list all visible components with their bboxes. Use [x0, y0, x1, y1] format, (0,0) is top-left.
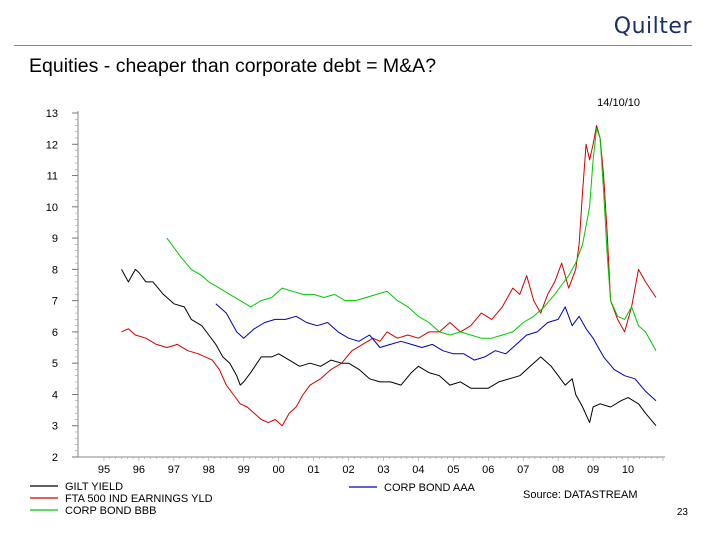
legend-label: CORP BOND BBB — [65, 505, 157, 517]
chart-date-label: 14/10/10 — [597, 97, 640, 109]
slide-title: Equities - cheaper than corporate debt =… — [29, 55, 437, 77]
x-tick-label: 05 — [447, 464, 459, 476]
x-tick-label: 02 — [342, 464, 354, 476]
series-line-corp-bond-bbb — [166, 128, 657, 351]
y-tick-label: 9 — [52, 233, 58, 245]
x-tick-label: 06 — [482, 464, 494, 476]
x-tick-label: 96 — [133, 464, 145, 476]
series-line-corp-bond-aaa — [215, 303, 657, 402]
y-tick-label: 12 — [46, 139, 58, 151]
y-tick-label: 5 — [52, 358, 58, 370]
header-divider — [14, 45, 692, 46]
x-tick-label: 07 — [517, 464, 529, 476]
legend-label: CORP BOND AAA — [384, 482, 476, 494]
x-tick-label: 97 — [168, 464, 180, 476]
y-tick-label: 6 — [52, 327, 58, 339]
x-tick-label: 99 — [238, 464, 250, 476]
quilter-logo: Quilter — [613, 14, 692, 39]
x-tick-label: 08 — [552, 464, 564, 476]
y-tick-label: 13 — [46, 108, 58, 120]
y-tick-label: 7 — [52, 296, 58, 308]
x-tick-label: 98 — [203, 464, 215, 476]
x-tick-label: 09 — [587, 464, 599, 476]
y-tick-label: 3 — [52, 421, 58, 433]
page-number: 23 — [676, 507, 688, 518]
x-tick-label: 00 — [273, 464, 285, 476]
series-line-fta-500-ind-earnings-yld — [121, 125, 657, 427]
y-tick-label: 10 — [46, 202, 58, 214]
series-line-gilt-yield — [121, 268, 657, 427]
source-note: Source: DATASTREAM — [523, 489, 638, 501]
x-tick-label: 10 — [622, 464, 634, 476]
y-tick-label: 8 — [52, 264, 58, 276]
x-tick-label: 01 — [307, 464, 319, 476]
x-tick-label: 95 — [98, 464, 110, 476]
legend-label: FTA 500 IND EARNINGS YLD — [65, 493, 213, 505]
x-tick-label: 03 — [377, 464, 389, 476]
x-tick-label: 04 — [412, 464, 424, 476]
y-tick-label: 4 — [52, 389, 58, 401]
y-tick-label: 11 — [47, 171, 58, 183]
y-tick-label: 2 — [52, 452, 58, 464]
legend-label: GILT YIELD — [65, 481, 123, 493]
